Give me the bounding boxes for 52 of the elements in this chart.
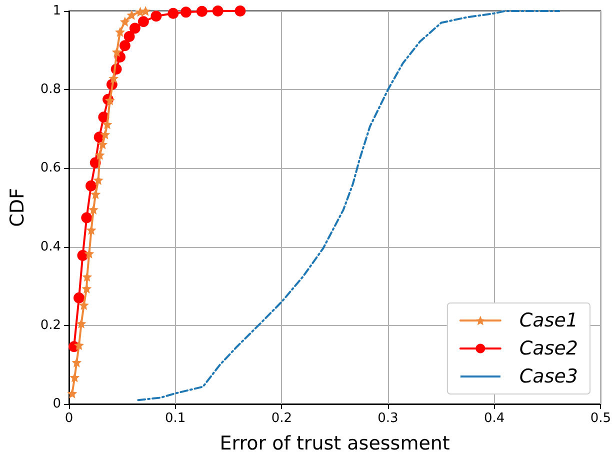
y-tick-label: 0.8 xyxy=(40,82,61,98)
point xyxy=(94,150,105,160)
point xyxy=(108,73,119,84)
point xyxy=(102,119,112,130)
point xyxy=(70,372,80,382)
legend-label: Case3 xyxy=(519,366,578,388)
point xyxy=(115,26,126,37)
x-axis-title: Error of trust asessment xyxy=(220,432,450,454)
point xyxy=(168,8,179,19)
x-tick-label: 0.2 xyxy=(271,411,292,426)
point xyxy=(124,31,135,42)
legend-label: Case1 xyxy=(519,310,578,332)
y-tick-label: 0 xyxy=(52,396,61,412)
point xyxy=(120,16,130,27)
point xyxy=(93,174,104,185)
y-tick-label: 0.6 xyxy=(40,160,61,176)
legend-label: Case2 xyxy=(519,338,578,360)
point xyxy=(129,22,140,34)
x-tick-label: 0.4 xyxy=(484,411,505,426)
point xyxy=(100,129,110,140)
x-tick-label: 0.5 xyxy=(590,411,612,426)
point xyxy=(74,340,84,350)
point xyxy=(76,318,86,328)
point xyxy=(67,388,78,398)
point xyxy=(112,46,122,57)
x-tick-label: 0 xyxy=(64,411,74,426)
point xyxy=(98,139,108,150)
point xyxy=(196,6,208,17)
point xyxy=(81,212,92,224)
point xyxy=(119,40,130,52)
y-tick-label: 1 xyxy=(52,4,61,18)
y-tick-label: 0.4 xyxy=(40,239,61,254)
point xyxy=(138,16,149,28)
point xyxy=(212,6,224,16)
point xyxy=(74,292,84,304)
point xyxy=(140,6,151,16)
point xyxy=(84,248,94,258)
point xyxy=(86,180,97,192)
point xyxy=(150,10,162,22)
point xyxy=(180,6,192,18)
point xyxy=(234,6,246,16)
y-axis-title: CDF xyxy=(6,188,28,227)
point xyxy=(82,272,92,282)
point xyxy=(88,204,98,214)
x-tick-label: 0.3 xyxy=(378,411,398,426)
point xyxy=(126,10,137,20)
point xyxy=(72,357,82,368)
x-tick-label: 0.1 xyxy=(164,411,186,426)
point xyxy=(78,300,89,310)
point xyxy=(86,224,96,235)
y-tick-label: 0.2 xyxy=(40,318,61,333)
point xyxy=(90,189,101,200)
